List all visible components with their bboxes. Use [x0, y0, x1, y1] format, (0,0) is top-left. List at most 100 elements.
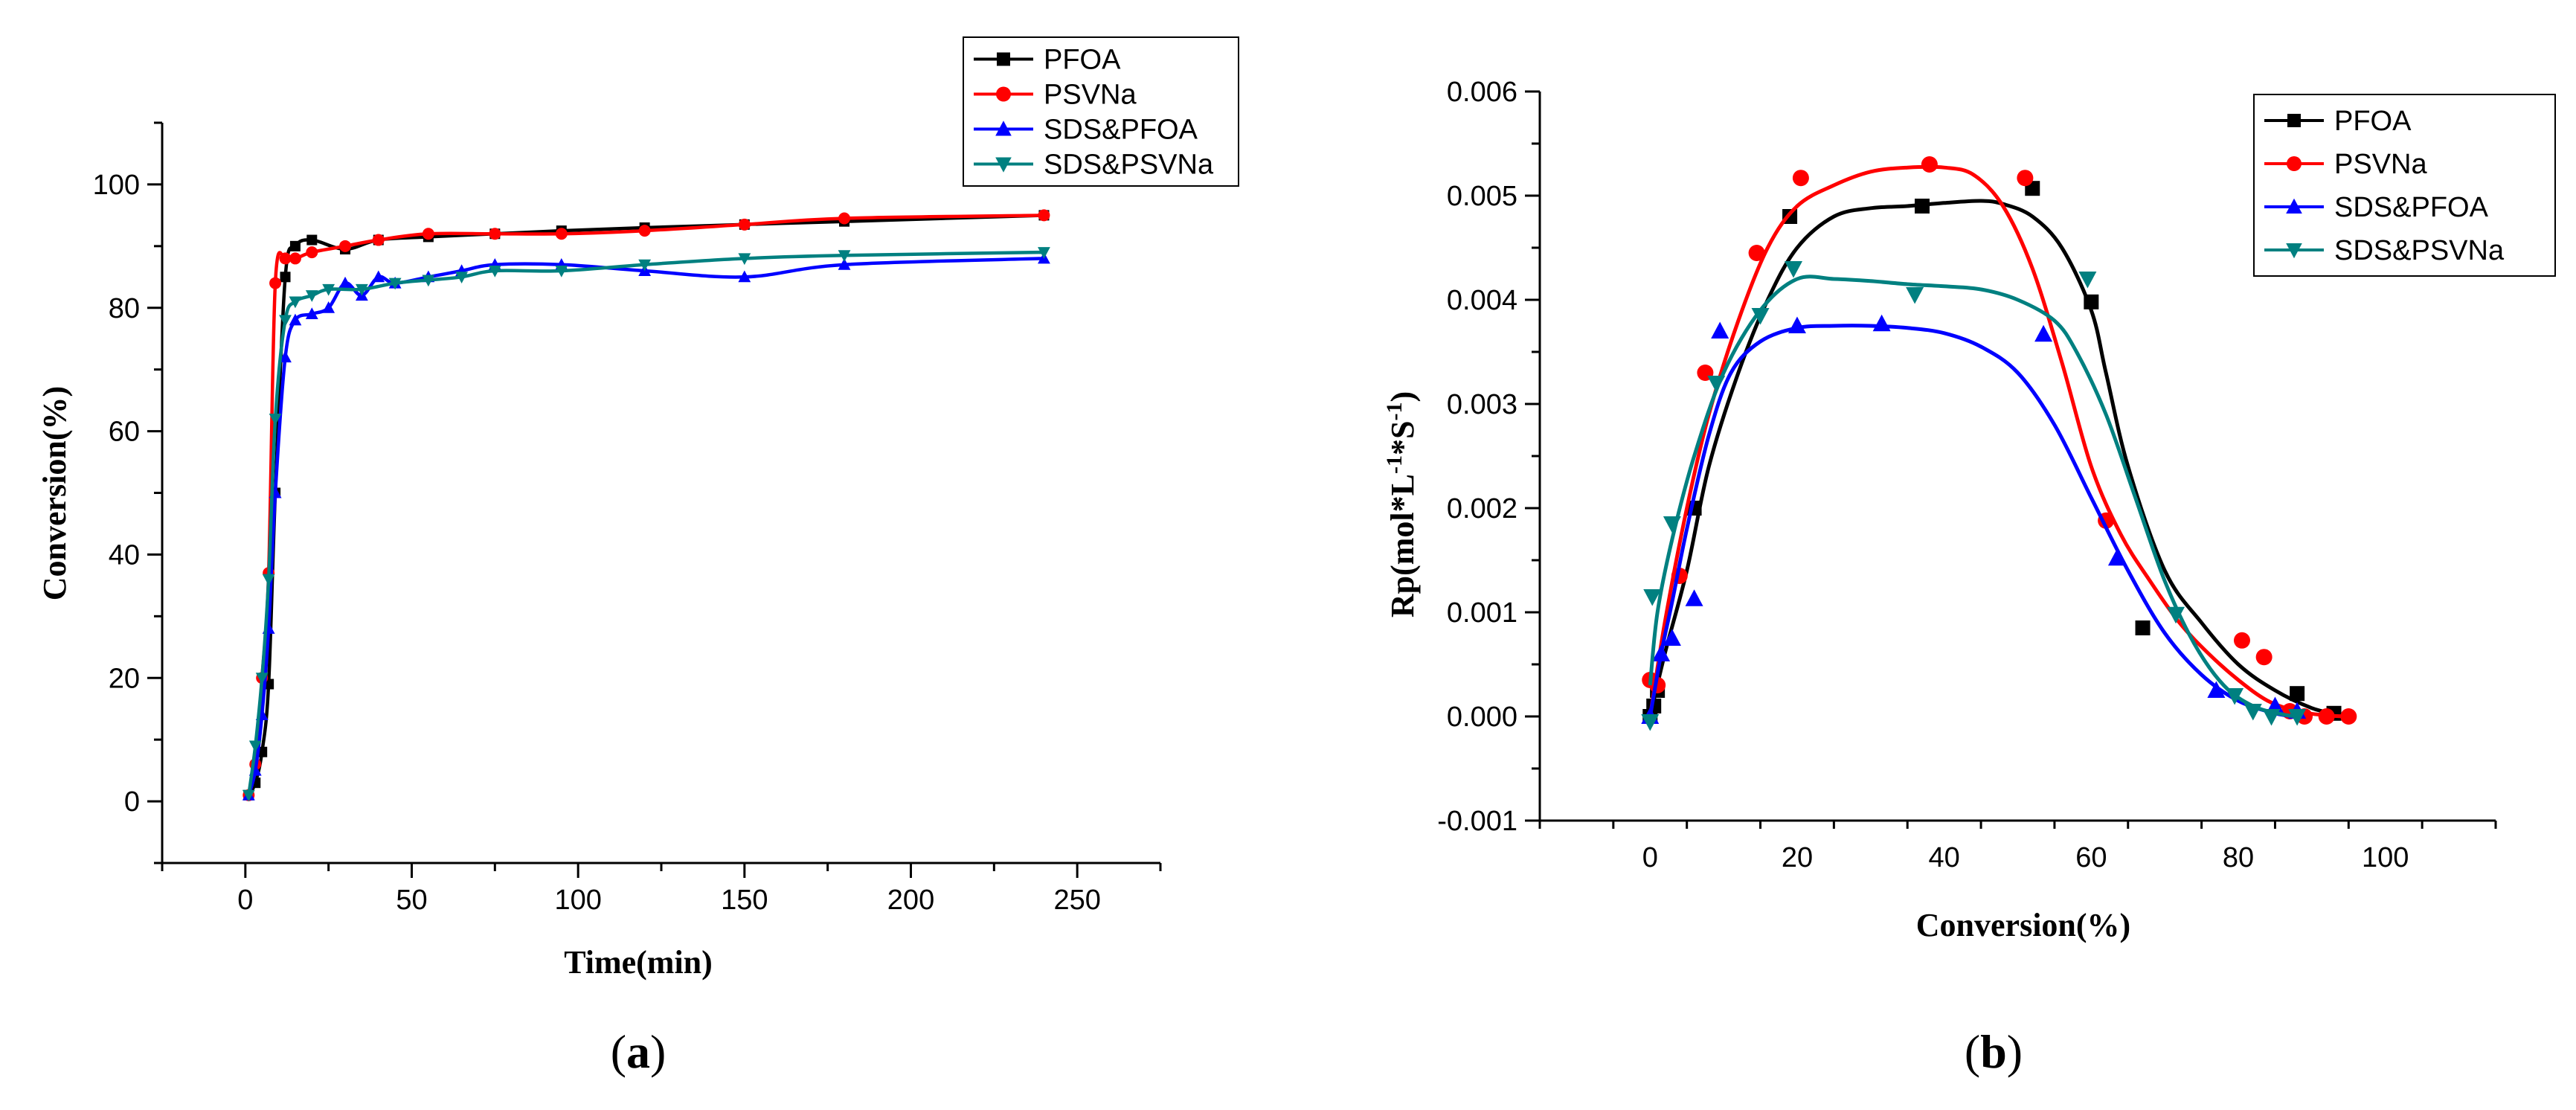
- data-point: [279, 315, 292, 327]
- data-point: [1707, 376, 1726, 393]
- series-line-pfoa: [1648, 199, 2335, 717]
- x-tick-label: 150: [721, 885, 768, 916]
- legend-marker: [2286, 243, 2302, 259]
- legend-label: SDS&PFOA: [2334, 192, 2489, 223]
- legend-label: PSVNa: [2334, 149, 2427, 180]
- x-tick-label: 100: [2362, 842, 2409, 873]
- x-tick-label: 20: [1782, 842, 1813, 873]
- chart-a: 0 50 100 150 200 250 0 20 40 60 80 100 PFOA PSVNa SDS…: [36, 36, 1239, 1078]
- data-point: [738, 270, 751, 283]
- data-point: [255, 673, 269, 684]
- data-point: [1663, 516, 1681, 533]
- x-tick-label: 0: [237, 885, 253, 916]
- data-point: [638, 225, 651, 237]
- data-point: [1906, 287, 1924, 304]
- y-label-b-sup1: -1: [1382, 455, 1407, 474]
- data-point: [1038, 209, 1050, 222]
- data-point: [2318, 708, 2335, 725]
- data-point: [1685, 589, 1703, 606]
- data-point: [2017, 170, 2034, 187]
- y-label-b-main: Rp(mol*L: [1384, 474, 1421, 617]
- series-line-sds-psvna: [1648, 275, 2298, 719]
- y-tick-label: 0.003: [1447, 389, 1517, 420]
- data-point: [338, 276, 352, 289]
- data-point: [322, 283, 335, 296]
- y-tick-label: 20: [109, 663, 140, 694]
- data-point: [372, 234, 385, 246]
- y-tick-label: 80: [109, 293, 140, 324]
- legend-marker: [995, 121, 1012, 136]
- data-point: [289, 296, 302, 309]
- data-point: [1038, 247, 1050, 259]
- data-point: [2084, 294, 2099, 309]
- data-point: [262, 574, 275, 586]
- data-point: [1751, 308, 1770, 325]
- data-point: [1748, 245, 1765, 261]
- data-point: [2226, 688, 2244, 705]
- x-tick-label: 50: [396, 885, 427, 916]
- data-point: [2034, 324, 2053, 342]
- data-point: [1915, 199, 1930, 214]
- data-point: [306, 234, 318, 246]
- caption-a: (a): [611, 1025, 667, 1078]
- data-point: [289, 252, 301, 265]
- data-point: [2340, 708, 2357, 725]
- legend-label: PSVNa: [1044, 80, 1137, 111]
- legend-marker: [2286, 198, 2302, 214]
- y-tick-label: 40: [109, 539, 140, 571]
- y-label-b-end: ): [1384, 391, 1421, 402]
- y-tick-label: 0.000: [1447, 702, 1517, 733]
- data-point: [488, 266, 501, 278]
- y-tick-label: 0.002: [1447, 493, 1517, 524]
- y-tick-label: 0: [124, 786, 140, 818]
- y-label-b-mid: *S: [1384, 421, 1421, 455]
- data-point: [1785, 261, 1803, 278]
- legend-label: PFOA: [2334, 106, 2412, 137]
- caption-a-letter: a: [626, 1025, 650, 1078]
- caption-b: (b): [1965, 1025, 2023, 1078]
- data-point: [638, 259, 652, 272]
- data-point: [269, 414, 282, 426]
- data-point: [305, 290, 318, 302]
- data-point: [1641, 714, 1660, 731]
- data-point: [489, 228, 501, 240]
- data-point: [305, 307, 318, 320]
- data-point: [269, 277, 282, 289]
- y-tick-label: 0.001: [1447, 597, 1517, 629]
- legend-marker: [997, 52, 1010, 66]
- data-point: [738, 253, 751, 266]
- data-point: [280, 272, 291, 283]
- data-point: [2255, 649, 2273, 666]
- x-tick-label: 60: [2075, 842, 2107, 873]
- x-tick-label: 200: [887, 885, 934, 916]
- data-point: [356, 283, 368, 296]
- legend-label: SDS&PFOA: [1044, 115, 1198, 146]
- data-point: [1652, 644, 1671, 661]
- legend-label: PFOA: [1044, 45, 1121, 76]
- data-point: [555, 266, 568, 278]
- chart-b: 0 20 40 60 80 100 -0.001 0.000 0.001 0.002 0.003 0.…: [1382, 77, 2556, 1078]
- data-point: [2290, 686, 2305, 702]
- data-point: [1921, 156, 1938, 173]
- data-point: [1711, 321, 1729, 339]
- data-point: [1788, 316, 1806, 333]
- data-point: [555, 228, 568, 240]
- series-line-pfoa: [247, 214, 1044, 796]
- x-tick-label: 100: [554, 885, 601, 916]
- legend-box: [2253, 94, 2556, 277]
- data-point: [248, 740, 262, 753]
- data-point: [289, 240, 301, 251]
- data-point: [1663, 629, 1681, 646]
- y-tick-label: 0.006: [1447, 77, 1517, 108]
- data-point: [1872, 314, 1891, 332]
- data-point: [2243, 704, 2262, 721]
- data-point: [838, 257, 851, 270]
- data-point: [279, 252, 292, 265]
- legend-marker: [2287, 156, 2302, 171]
- data-point: [2262, 709, 2281, 726]
- x-tick-label: 40: [1929, 842, 1960, 873]
- data-point: [388, 278, 402, 290]
- series-line-sds-pfoa: [1648, 324, 2298, 719]
- x-axis-label-b: Conversion(%): [1916, 907, 2130, 943]
